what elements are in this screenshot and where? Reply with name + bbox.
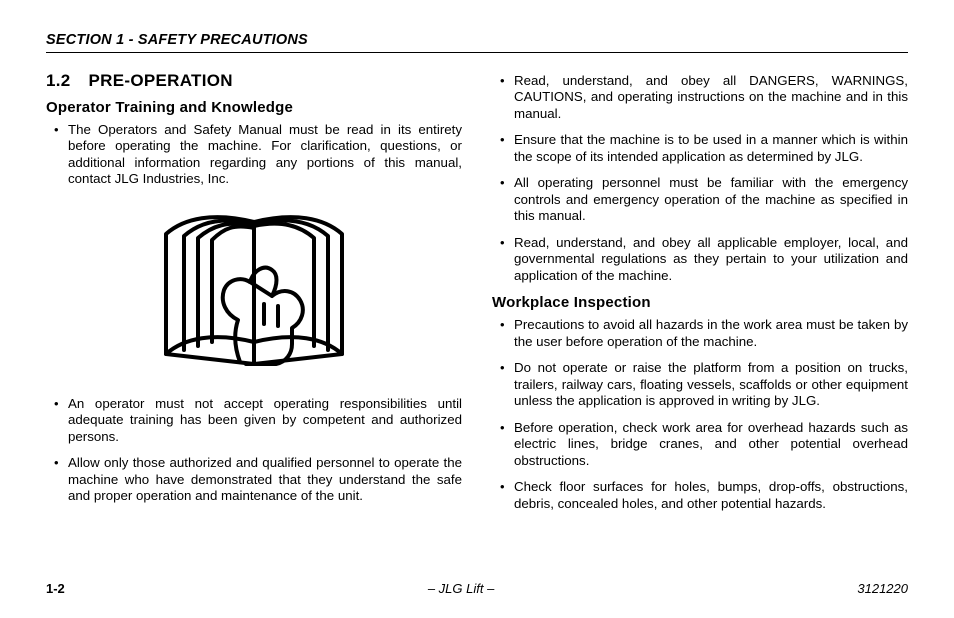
- list-item: Read, understand, and obey all applicabl…: [514, 235, 908, 284]
- content-columns: 1.2 PRE-OPERATION Operator Training and …: [46, 71, 908, 522]
- bullet-list: Read, understand, and obey all DANGERS, …: [492, 73, 908, 284]
- list-item: All operating personnel must be familiar…: [514, 175, 908, 224]
- read-manual-icon: [154, 204, 354, 374]
- illustration-wrap: [46, 204, 462, 374]
- list-item: Allow only those authorized and qualifie…: [68, 455, 462, 504]
- subheading-training: Operator Training and Knowledge: [46, 99, 462, 116]
- section-title: PRE-OPERATION: [89, 71, 233, 91]
- list-item: The Operators and Safety Manual must be …: [68, 122, 462, 188]
- list-item: Read, understand, and obey all DANGERS, …: [514, 73, 908, 122]
- list-item: An operator must not accept operating re…: [68, 396, 462, 445]
- list-item: Ensure that the machine is to be used in…: [514, 132, 908, 165]
- page-footer: 1-2 – JLG Lift – 3121220: [46, 581, 908, 596]
- list-item: Check floor surfaces for holes, bumps, d…: [514, 479, 908, 512]
- document-number: 3121220: [857, 581, 908, 596]
- list-item: Do not operate or raise the platform fro…: [514, 360, 908, 409]
- page: SECTION 1 - SAFETY PRECAUTIONS 1.2 PRE-O…: [0, 0, 954, 618]
- bullet-list: An operator must not accept operating re…: [46, 396, 462, 505]
- page-number: 1-2: [46, 581, 65, 596]
- section-header: SECTION 1 - SAFETY PRECAUTIONS: [46, 32, 908, 53]
- section-number: 1.2: [46, 71, 71, 91]
- section-heading: 1.2 PRE-OPERATION: [46, 71, 462, 91]
- bullet-list: The Operators and Safety Manual must be …: [46, 122, 462, 188]
- footer-center: – JLG Lift –: [428, 581, 494, 596]
- bullet-list: Precautions to avoid all hazards in the …: [492, 317, 908, 512]
- column-left: 1.2 PRE-OPERATION Operator Training and …: [46, 71, 462, 522]
- column-right: Read, understand, and obey all DANGERS, …: [492, 71, 908, 522]
- list-item: Before operation, check work area for ov…: [514, 420, 908, 469]
- subheading-workplace: Workplace Inspection: [492, 294, 908, 311]
- list-item: Precautions to avoid all hazards in the …: [514, 317, 908, 350]
